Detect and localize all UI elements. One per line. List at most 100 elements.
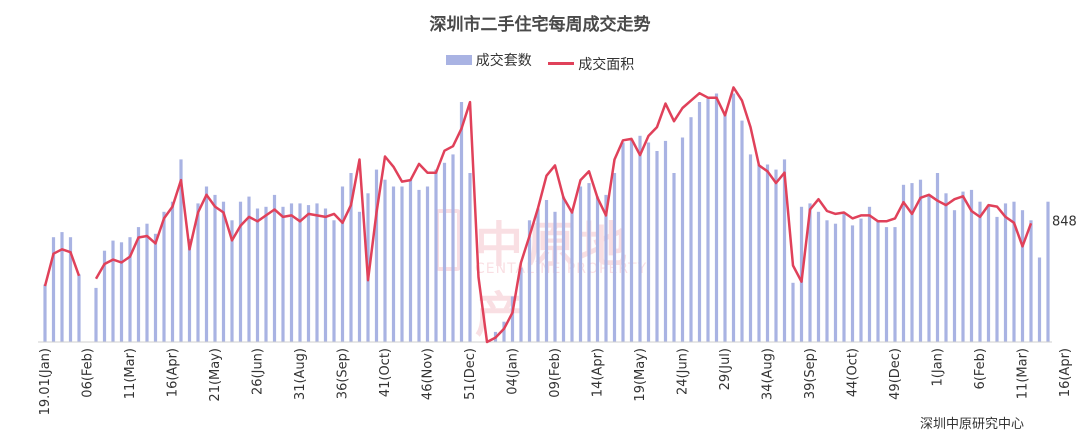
x-tick-label: 16(Apr) [166, 348, 181, 397]
chart-title: 深圳市二手住宅每周成交走势 [429, 15, 651, 35]
x-tick-label: 21(May) [208, 348, 223, 402]
bar [578, 186, 583, 342]
bar [1020, 210, 1025, 342]
bar [383, 179, 387, 342]
bar [119, 242, 124, 342]
bar [680, 137, 685, 342]
bar [434, 169, 438, 342]
bar [204, 186, 209, 342]
legend-item-bar[interactable]: 成交套数 [445, 50, 532, 70]
bar [612, 173, 617, 342]
bar [289, 203, 294, 342]
bar-last-value-label: 848 [1052, 215, 1077, 230]
bar [1046, 201, 1050, 342]
bar [94, 287, 98, 342]
x-tick-label: 1(Jan) [931, 348, 946, 386]
bar [935, 173, 940, 342]
bar [655, 151, 659, 342]
bar [816, 211, 821, 342]
bar [629, 139, 634, 342]
bar [1037, 257, 1042, 342]
bar [969, 189, 974, 342]
bar [272, 194, 277, 342]
watermark-logo: 中原地产 CENTALINE PROPERTY [435, 205, 680, 343]
bar [425, 186, 430, 342]
bar [544, 200, 549, 342]
bar [714, 93, 719, 342]
x-tick-label: 34(Aug) [761, 348, 776, 400]
bar [927, 194, 931, 342]
bar [876, 222, 880, 342]
bar [170, 201, 175, 342]
x-tick-label: 14(Apr) [591, 348, 606, 397]
bar [672, 173, 676, 342]
bar [510, 296, 515, 342]
bar [374, 169, 379, 342]
bar [952, 210, 957, 342]
bar [978, 201, 982, 342]
x-tick-label: 6(Feb) [973, 348, 988, 389]
bar [400, 186, 404, 342]
bar [519, 267, 523, 342]
bar [323, 208, 328, 342]
bar [961, 191, 965, 342]
legend-bar-swatch [445, 55, 472, 65]
bar [1003, 203, 1008, 342]
bar [102, 250, 107, 342]
x-tick-label: 29(Jul) [718, 348, 733, 390]
bar [298, 203, 302, 342]
bar [111, 240, 115, 342]
x-tick-label: 26(Jun) [251, 348, 266, 395]
x-tick-label: 04(Jan) [506, 348, 521, 395]
bar [731, 93, 736, 342]
bar [340, 186, 345, 342]
bar [264, 206, 268, 342]
bar-series [43, 93, 1050, 342]
watermark-cn-text: 中原地产 [475, 217, 632, 343]
x-tick-label: 16(Apr) [1058, 348, 1073, 397]
bar [408, 179, 413, 342]
x-tick-label: 11(Mar) [123, 348, 138, 399]
bar [332, 220, 336, 342]
bar [825, 220, 829, 342]
x-axis-ticks: 19.01(Jan) 06(Feb) 11(Mar) 16(Apr) 21(May) 26… [38, 348, 1073, 415]
bar [357, 211, 362, 342]
bar [1029, 220, 1033, 342]
bar [459, 102, 464, 342]
bar [791, 282, 795, 342]
bar [663, 140, 668, 342]
bar [901, 184, 906, 342]
bar [944, 193, 948, 342]
bar [136, 227, 141, 342]
bar [221, 201, 226, 342]
bar [910, 183, 914, 342]
bar [51, 237, 56, 342]
bar [995, 216, 999, 342]
x-tick-label: 06(Feb) [81, 348, 96, 398]
bar [595, 196, 600, 342]
bar [77, 274, 81, 342]
bar [867, 206, 872, 342]
bar [689, 117, 693, 342]
x-tick-label: 39(Sep) [803, 348, 818, 399]
x-tick-label: 19(May) [633, 348, 648, 402]
bar [213, 194, 217, 342]
bar [884, 227, 889, 342]
bar [153, 233, 158, 342]
bar [187, 238, 192, 342]
end-labels: 80667 848 [1036, 0, 1077, 230]
bar [391, 186, 396, 342]
legend-line-swatch [548, 62, 575, 65]
bar [68, 237, 73, 342]
line-last-value-label: 80667 [1036, 0, 1077, 4]
bar [893, 227, 897, 342]
bar [621, 142, 625, 342]
legend-line-label: 成交面积 [578, 56, 635, 73]
bar [782, 159, 787, 342]
bar [306, 205, 311, 342]
legend-item-line[interactable]: 成交面积 [548, 54, 634, 74]
bar [587, 183, 591, 342]
legend-bar-label: 成交套数 [475, 53, 532, 69]
bar [765, 164, 770, 342]
bar [196, 203, 200, 342]
